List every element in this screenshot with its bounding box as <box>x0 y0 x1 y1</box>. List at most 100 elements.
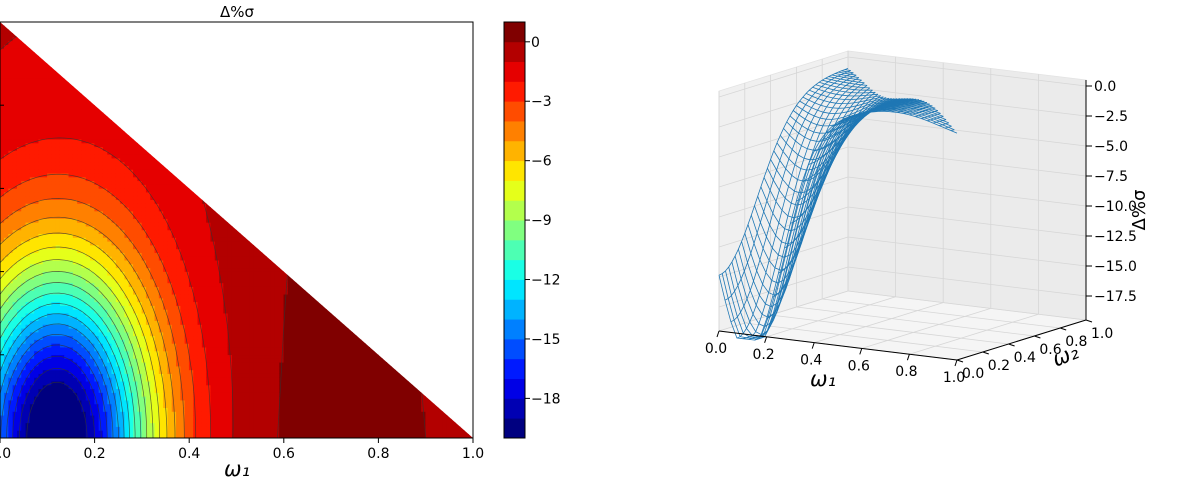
contour-cell <box>141 362 147 367</box>
contour-cell <box>206 411 211 416</box>
contour-cell <box>51 373 57 378</box>
contour-cell <box>193 377 199 382</box>
contour-cell <box>29 131 35 136</box>
contour-cell <box>4 169 9 174</box>
contour-cell <box>42 180 48 185</box>
contour-cell <box>21 271 27 276</box>
contour-cell <box>231 350 237 356</box>
contour-cell <box>176 286 181 291</box>
contour-cell <box>158 396 164 401</box>
contour-cell <box>90 237 95 242</box>
contour-cell <box>227 244 233 250</box>
contour-cell <box>128 297 134 303</box>
contour-cell <box>150 388 156 393</box>
contour-cell <box>47 316 52 322</box>
contour-cell <box>0 93 5 98</box>
contour-cell <box>249 396 254 401</box>
contour-cell <box>206 312 211 318</box>
contour-cell <box>223 335 229 340</box>
contour-cell <box>90 127 95 132</box>
contour-cell <box>98 339 104 344</box>
contour-cell <box>16 271 22 276</box>
contour-cell <box>72 396 78 401</box>
contour-cell <box>158 286 164 291</box>
contour-cell <box>77 108 82 114</box>
contour-cell <box>115 222 121 227</box>
contour-cell <box>124 411 130 416</box>
contour-cell <box>145 422 151 427</box>
contour-cell <box>12 256 18 261</box>
contour-cell <box>266 430 272 435</box>
contour-cell <box>8 369 14 374</box>
contour-cell <box>176 407 181 412</box>
contour-cell <box>141 248 147 253</box>
contour-cell <box>16 138 22 144</box>
contour-cell <box>25 131 31 136</box>
contour-cell <box>29 195 35 200</box>
contour-cell <box>128 229 134 235</box>
contour-cell <box>68 373 74 378</box>
contour-cell <box>16 131 22 136</box>
contour-cell <box>98 191 104 197</box>
contour-cell <box>51 161 57 166</box>
contour-cell <box>25 267 31 272</box>
contour-cell <box>120 362 125 367</box>
contour-cell <box>59 101 65 106</box>
contour-cell <box>107 418 113 424</box>
contour-cell <box>0 377 5 382</box>
contour-cell <box>64 271 70 276</box>
contour-cell <box>141 365 147 371</box>
contour-cell <box>107 373 113 378</box>
contour-cell <box>72 282 78 287</box>
contour-cell <box>21 173 27 178</box>
contour-cell <box>81 286 87 291</box>
contour-cell <box>16 120 22 125</box>
contour-cell <box>29 286 35 291</box>
contour-cell <box>193 199 199 204</box>
contour-cell <box>163 188 168 193</box>
contour-cell <box>193 294 199 299</box>
contour-cell <box>270 396 276 401</box>
contour-cell <box>180 241 186 246</box>
contour-cell <box>72 339 78 344</box>
contour-cell <box>94 199 100 204</box>
contour-cell <box>107 188 113 193</box>
contour-cell <box>29 312 35 318</box>
contour-cell <box>102 135 108 140</box>
contour-cell <box>16 203 22 208</box>
contour-cell <box>98 301 104 306</box>
contour-cell <box>47 377 52 382</box>
contour-cell <box>124 339 130 344</box>
contour-cell <box>115 358 121 363</box>
contour-cell <box>102 184 108 189</box>
contour-cell <box>47 433 52 438</box>
contour-cell <box>90 203 95 208</box>
contour-cell <box>223 256 229 261</box>
contour-cell <box>180 271 186 276</box>
contour-cell <box>81 430 87 435</box>
contour-cell <box>55 312 61 318</box>
contour-cell <box>16 354 22 359</box>
contour-cell <box>16 52 22 57</box>
contour-cell <box>214 422 220 427</box>
contour-cell <box>25 256 31 261</box>
contour-cell <box>171 324 177 329</box>
contour-cell <box>59 173 65 178</box>
contour-cell <box>124 237 130 242</box>
contour-cell <box>124 263 130 269</box>
contour-cell <box>206 422 211 427</box>
contour-cell <box>253 301 259 306</box>
contour-cell <box>270 388 276 393</box>
contour-cell <box>249 358 254 363</box>
contour-cell <box>188 309 194 314</box>
contour-cell <box>85 218 91 223</box>
contour-cell <box>167 173 173 178</box>
contour-cell <box>59 116 65 121</box>
contour-cell <box>107 346 113 352</box>
contour-cell <box>266 354 272 359</box>
contour-cell <box>180 210 186 216</box>
contour-cell <box>227 339 233 344</box>
contour-cell <box>111 290 117 295</box>
contour-cell <box>201 305 207 310</box>
contour-cell <box>158 244 164 250</box>
